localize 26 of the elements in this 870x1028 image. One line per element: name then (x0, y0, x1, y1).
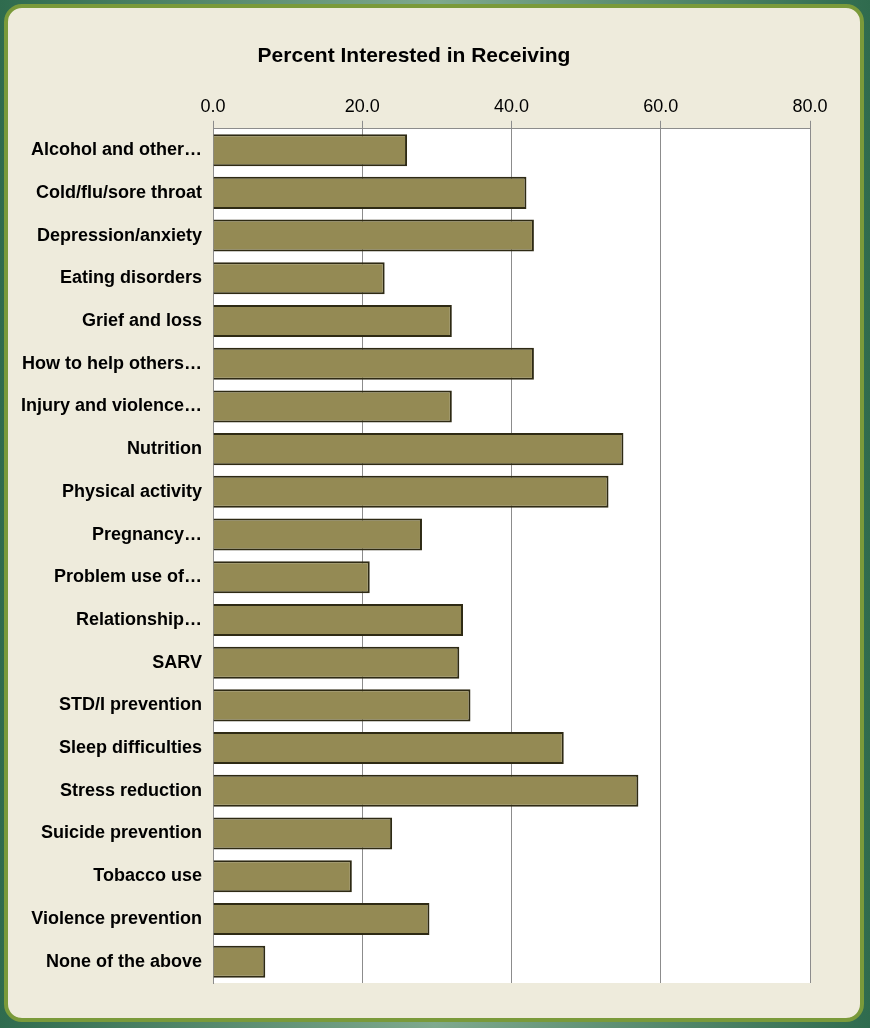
y-tick-label: SARV (152, 651, 203, 672)
x-tick-label: 60.0 (643, 95, 679, 116)
y-tick-label: Tobacco use (93, 865, 203, 886)
y-tick-label: STD/I prevention (59, 694, 203, 715)
x-tick-label: 80.0 (792, 95, 828, 116)
y-tick-label: Suicide prevention (41, 822, 203, 843)
y-tick-label: Stress reduction (60, 779, 203, 800)
y-tick-label: Injury and violence… (21, 395, 203, 416)
y-tick-label: Cold/flu/sore throat (36, 181, 203, 202)
x-tick-label: 0.0 (200, 95, 226, 116)
y-tick-label: Depression/anxiety (36, 224, 203, 245)
y-tick-label: Sleep difficulties (59, 737, 203, 758)
x-tick-label: 40.0 (494, 95, 530, 116)
y-tick-label: Relationship… (76, 608, 203, 629)
chart-title: Percent Interested in Receiving (257, 43, 571, 67)
x-tick-label: 20.0 (344, 95, 380, 116)
y-tick-label: Alcohol and other… (31, 139, 203, 160)
y-tick-label: Problem use of… (54, 566, 203, 587)
y-tick-label: Physical activity (61, 480, 203, 501)
y-tick-label: None of the above (46, 950, 203, 971)
y-tick-label: Eating disorders (60, 267, 203, 288)
y-tick-label: How to help others… (22, 352, 203, 373)
y-tick-label: Pregnancy… (92, 523, 203, 544)
y-tick-label: Violence prevention (31, 907, 203, 928)
y-tick-label: Grief and loss (82, 309, 203, 330)
y-tick-label: Nutrition (127, 438, 203, 459)
